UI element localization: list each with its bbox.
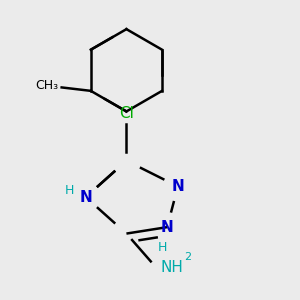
Text: N: N [172, 179, 184, 194]
Text: CH₃: CH₃ [35, 79, 58, 92]
Text: H: H [65, 184, 74, 197]
Text: NH: NH [161, 260, 184, 275]
Text: N: N [161, 220, 173, 235]
Text: N: N [79, 190, 92, 205]
Text: Cl: Cl [119, 106, 134, 121]
Text: H: H [158, 241, 167, 254]
Text: 2: 2 [184, 252, 191, 262]
